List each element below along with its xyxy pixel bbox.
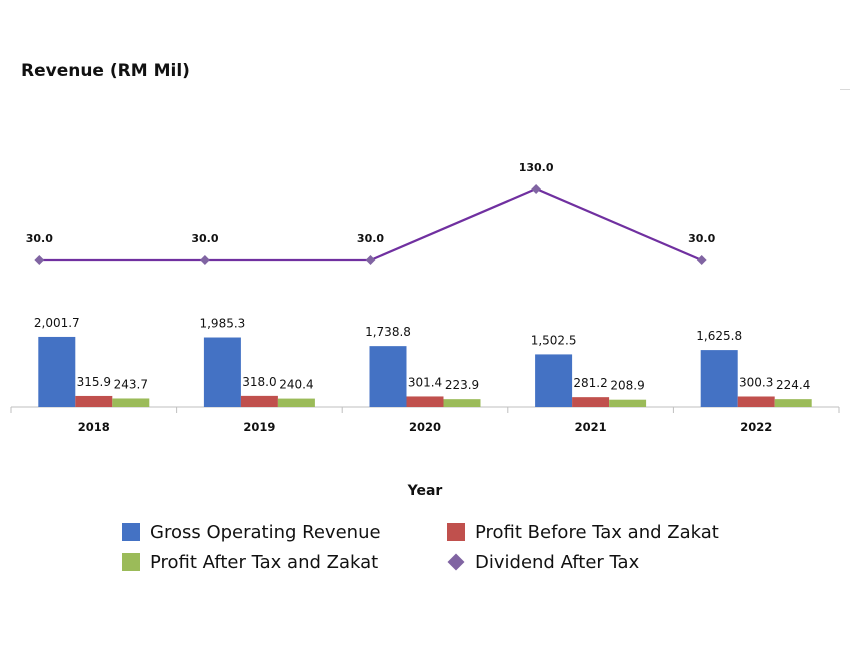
legend-diamond-icon [447,553,465,571]
bar-profit-before-tax [240,395,278,407]
dividend-data-label: 30.0 [688,232,715,245]
legend-swatch-green [122,553,140,571]
dividend-data-label: 30.0 [357,232,384,245]
legend-item-gross-operating-revenue: Gross Operating Revenue [122,521,447,543]
dividend-diamond-marker [531,184,542,194]
bar-data-label: 281.2 [573,376,607,390]
bar-data-label: 300.3 [739,375,773,389]
bar-gross-operating-revenue [203,337,241,407]
bar-gross-operating-revenue [700,350,738,407]
legend-swatch-blue [122,523,140,541]
bar-profit-after-tax [443,399,481,407]
legend-item-dividend-after-tax: Dividend After Tax [447,551,762,573]
dividend-diamond-marker [34,255,45,265]
bar-data-label: 208.9 [610,379,644,393]
legend-item-profit-after-tax: Profit After Tax and Zakat [122,551,447,573]
legend-swatch-red [447,523,465,541]
bar-data-label: 224.4 [776,378,810,392]
legend-label: Profit Before Tax and Zakat [475,521,719,543]
chart-canvas: 2,001.7 315.9 243.7 2018 1,985.3 318.0 240.4 20… [10,161,840,434]
legend-item-profit-before-tax: Profit Before Tax and Zakat [447,521,762,543]
bar-gross-operating-revenue [369,346,407,407]
bar-profit-after-tax [609,399,647,407]
bar-data-label: 301.4 [408,375,442,389]
dividend-data-label: 30.0 [26,232,53,245]
dividend-diamond-marker [199,255,210,265]
dividend-data-label: 130.0 [519,161,554,174]
legend-label: Gross Operating Revenue [150,521,381,543]
bar-profit-after-tax [112,398,150,407]
bar-profit-after-tax [774,399,812,407]
x-axis-title: Year [0,483,850,499]
dividend-diamond-marker [696,255,707,265]
x-tick-label: 2018 [78,420,110,434]
bar-profit-before-tax [737,396,775,407]
chart-title: Revenue (RM Mil) [21,61,190,81]
legend-label: Dividend After Tax [475,551,640,573]
line-dividend-after-tax [39,187,703,262]
bar-data-label: 1,738.8 [365,325,411,339]
x-tick-label: 2020 [409,420,441,434]
bar-data-label: 318.0 [242,375,276,389]
bar-data-label: 315.9 [77,375,111,389]
legend: Gross Operating Revenue Profit Before Ta… [122,521,762,573]
legend-label: Profit After Tax and Zakat [150,551,379,573]
bar-profit-before-tax [75,395,113,407]
bar-data-label: 1,502.5 [531,333,577,347]
bar-gross-operating-revenue [38,336,76,407]
x-tick-label: 2022 [740,420,772,434]
x-tick-label: 2021 [575,420,607,434]
bar-data-label: 243.7 [114,377,148,391]
bar-data-label: 240.4 [279,378,313,392]
bar-profit-before-tax [572,397,610,407]
bar-data-label: 2,001.7 [34,316,80,330]
bar-profit-after-tax [277,398,315,407]
corner-divider [840,89,850,90]
bar-data-label: 1,985.3 [199,317,245,331]
bar-profit-before-tax [406,396,444,407]
bar-data-label: 1,625.8 [696,329,742,343]
x-axis-title-text: Year [407,483,443,499]
dividend-data-label: 30.0 [191,232,218,245]
bar-data-label: 223.9 [445,378,479,392]
x-tick-label: 2019 [243,420,275,434]
dividend-diamond-marker [365,255,376,265]
bar-gross-operating-revenue [535,354,573,407]
